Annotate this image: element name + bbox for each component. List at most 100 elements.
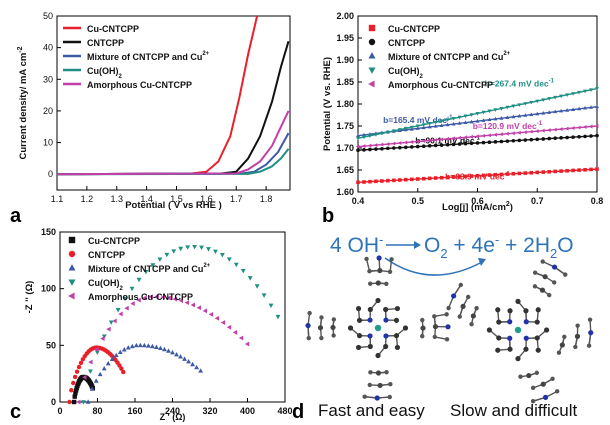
panel-b-point-4-4	[379, 142, 384, 147]
right-molecule-atom-27	[586, 343, 592, 348]
left-molecule-atom-52	[367, 268, 372, 274]
panel-b-point-4-11	[421, 139, 426, 143]
panel-b-point-3-23	[493, 108, 498, 112]
panel-c-point-1-0	[67, 399, 72, 405]
panel-b-xtick-label-1: 0.5	[411, 196, 424, 206]
panel-b-point-1-26	[511, 138, 516, 143]
panel-label-c: c	[10, 401, 21, 423]
panel-b-point-2-18	[463, 120, 468, 125]
panel-b-point-4-23	[493, 132, 497, 137]
panel-b-point-1-30	[535, 137, 540, 142]
panel-b-point-3-14	[439, 119, 444, 124]
panel-c-point-2-14	[141, 342, 147, 348]
panel-c-point-2-19	[162, 346, 167, 352]
left-molecule-atom-15	[393, 317, 400, 323]
panel-b-point-3-38	[583, 89, 588, 94]
panel-c-point-3-4	[108, 320, 114, 325]
panel-b-point-3-19	[469, 113, 474, 117]
panel-b-point-0-18	[463, 174, 468, 179]
legend-label-1: CNTCPP	[88, 250, 125, 260]
panel-b-point-0-7	[398, 178, 402, 182]
left-molecule-atom-41	[317, 325, 324, 331]
right-molecule-atom-37	[554, 389, 560, 394]
panel-b-point-3-11	[421, 123, 426, 127]
panel-c-point-0-1	[72, 394, 77, 399]
panel-b-point-4-34	[558, 127, 563, 132]
panel-c-point-2-3	[97, 371, 103, 377]
panel-c-point-2-9	[121, 347, 127, 352]
panel-c-point-4-27	[238, 335, 244, 341]
panel-b-point-1-33	[553, 136, 557, 141]
panel-c-point-1-27	[119, 366, 124, 371]
panel-b-ylabel: Potential (V vs. RHE)	[322, 57, 333, 151]
left-molecule-atom-12	[375, 297, 381, 304]
panel-b-ytick-label-2: 1.70	[336, 143, 354, 153]
legend-marker-2	[68, 264, 76, 271]
panel-b-point-4-26	[511, 131, 515, 136]
right-molecule-atom-0	[544, 327, 550, 333]
panel-b-point-3-28	[523, 102, 528, 106]
panel-c-point-3-20	[219, 253, 225, 258]
panel-b-point-2-26	[511, 114, 516, 119]
panel-a-xtick-label-5: 1.6	[200, 194, 213, 204]
legend-marker-4	[68, 292, 75, 300]
left-molecule-atom-46	[306, 335, 311, 341]
panel-c-xtick-label-0: 0	[57, 406, 62, 416]
panel-c-point-3-16	[192, 244, 198, 250]
panel-b-point-0-19	[469, 174, 474, 178]
panel-c-point-3-23	[240, 268, 246, 274]
panel-b-point-3-2	[367, 134, 372, 138]
panel-b-point-2-24	[499, 116, 504, 120]
panel-c-xtick-label-5: 400	[240, 406, 255, 416]
panel-c-point-2-6	[109, 356, 115, 361]
panel-b-point-3-34	[559, 94, 564, 99]
panel-c-point-3-8	[136, 277, 142, 283]
panel-b-point-2-1	[361, 132, 366, 137]
panel-a-ytick-label-3: 30	[43, 74, 53, 84]
panel-b-point-3-27	[517, 103, 522, 107]
panel-b-point-4-21	[481, 133, 485, 138]
left-molecule-atom-9	[356, 317, 363, 323]
panel-b-point-1-23	[493, 140, 498, 144]
panel-b-point-4-14	[439, 137, 444, 142]
panel-b-point-1-13	[433, 143, 438, 148]
left-molecule-atom-2	[394, 344, 401, 351]
panel-b-point-1-36	[571, 135, 575, 139]
panel-c-point-4-19	[190, 302, 196, 308]
legend-label-3: Cu(OH)2	[388, 66, 424, 80]
right-molecule-atom-6	[495, 347, 501, 353]
panel-a-ylabel: Current density/ mA cm-2	[17, 46, 29, 159]
panel-b-point-0-36	[571, 168, 575, 173]
panel-b-point-1-38	[583, 134, 587, 139]
panel-b-point-0-25	[505, 172, 510, 176]
panel-label-d: d	[292, 401, 304, 423]
panel-c-point-3-28	[275, 314, 281, 320]
panel-b-point-2-34	[559, 108, 564, 113]
right-molecule-atom-20	[559, 342, 565, 348]
panel-b-point-1-28	[523, 138, 528, 142]
right-molecule-atom-46	[446, 305, 451, 311]
panel-c-point-1-4	[74, 369, 80, 374]
panel-a-xtick-label-2: 1.3	[110, 194, 123, 204]
panel-c-ylabel: -Z '' (Ω)	[24, 281, 35, 314]
panel-b-point-0-33	[553, 169, 557, 174]
panel-b-xlabel: Log[j] (mA/cm2)	[442, 201, 513, 213]
right-molecule-atom-35	[542, 394, 549, 400]
panel-b-chart: 0.4 0.5 0.6 0.7 0.8 1.60 1.65 1.70 1.75 1.80 1.85 1…	[322, 11, 603, 213]
panel-c-point-4-18	[184, 300, 189, 306]
panel-c-point-1-1	[69, 388, 74, 393]
panel-b-point-0-34	[559, 169, 563, 173]
legend-label-2: Mixture of CNTCPP and Cu2+	[388, 51, 511, 62]
panel-b-point-4-10	[415, 139, 420, 144]
panel-b-point-0-23	[493, 172, 498, 177]
panel-c-point-3-24	[247, 276, 253, 281]
right-molecule-atom-38	[470, 313, 476, 319]
right-molecule-atom-23	[574, 333, 581, 339]
legend-label-1: CNTCPP	[87, 38, 124, 48]
left-molecule-atom-17	[367, 333, 373, 339]
panel-b-point-4-3	[373, 143, 378, 148]
panel-c-point-2-23	[178, 354, 183, 359]
panel-c-point-4-8	[124, 305, 129, 311]
panel-a-series-line-4	[57, 110, 290, 176]
panel-c-point-3-0	[81, 400, 86, 405]
